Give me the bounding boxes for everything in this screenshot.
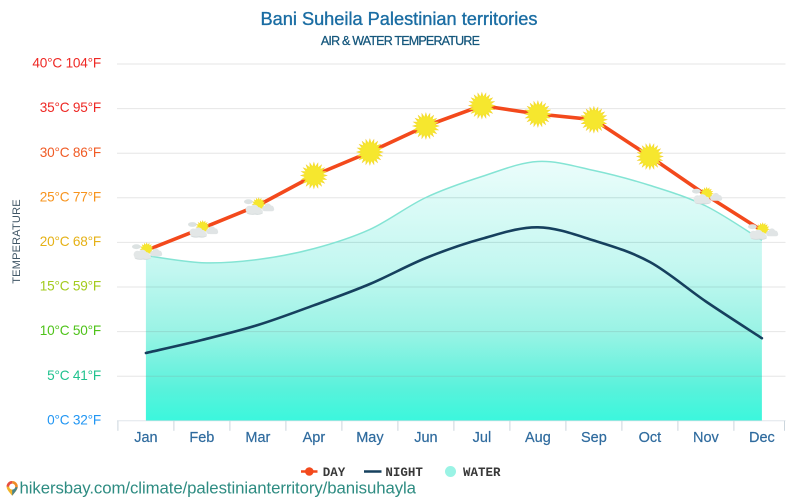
svg-text:25°C 77°F: 25°C 77°F [40,189,101,204]
svg-text:0°C 32°F: 0°C 32°F [47,412,101,427]
svg-text:Jun: Jun [414,430,437,446]
svg-text:5°C 41°F: 5°C 41°F [47,368,101,383]
svg-text:TEMPERATURE: TEMPERATURE [11,199,23,284]
svg-text:NIGHT: NIGHT [385,466,423,480]
svg-text:10°C 50°F: 10°C 50°F [40,323,101,338]
svg-text:40°C 104°F: 40°C 104°F [32,56,101,71]
svg-text:Nov: Nov [693,430,720,446]
svg-text:Bani Suheila Palestinian terri: Bani Suheila Palestinian territories [260,9,537,29]
svg-text:Oct: Oct [639,430,662,446]
svg-text:AIR & WATER TEMPERATURE: AIR & WATER TEMPERATURE [321,34,480,48]
svg-text:Sep: Sep [581,430,607,446]
svg-text:Jan: Jan [134,430,157,446]
svg-text:hikersbay.com/climate/palestin: hikersbay.com/climate/palestinianterrito… [20,478,417,497]
svg-text:Jul: Jul [473,430,492,446]
svg-text:Apr: Apr [303,430,326,446]
svg-text:Dec: Dec [749,430,775,446]
svg-text:20°C 68°F: 20°C 68°F [40,234,101,249]
svg-text:30°C 86°F: 30°C 86°F [40,145,101,160]
svg-text:DAY: DAY [323,466,346,480]
svg-text:Feb: Feb [189,430,214,446]
svg-text:35°C 95°F: 35°C 95°F [40,100,101,115]
svg-text:WATER: WATER [463,466,501,480]
svg-text:Aug: Aug [525,430,551,446]
svg-text:15°C 59°F: 15°C 59°F [40,279,101,294]
svg-text:May: May [356,430,384,446]
svg-text:Mar: Mar [245,430,270,446]
